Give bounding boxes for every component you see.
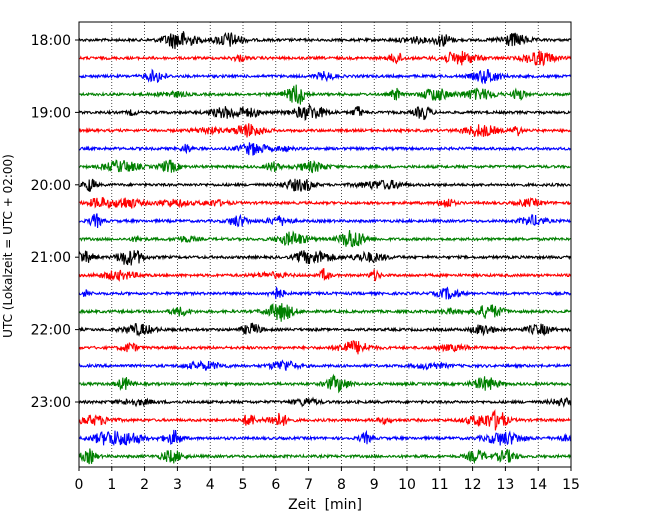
x-axis-title: Zeit [min] (288, 497, 362, 513)
y-tick-label: 22:00 (31, 323, 71, 339)
x-tick-label: 9 (370, 477, 379, 493)
trace-row (78, 159, 571, 174)
x-tick-label: 1 (107, 477, 116, 493)
trace-row (79, 196, 571, 209)
trace-row (78, 84, 571, 105)
trace-row (78, 448, 571, 465)
x-ticks: 0 1 2 3 4 5 6 7 8 9 10 11 12 13 14 15 (75, 467, 580, 493)
trace-row (78, 142, 571, 156)
y-tick-label: 21:00 (31, 250, 71, 266)
trace-row (78, 249, 571, 266)
trace-row (78, 123, 571, 138)
y-tick-label: 18:00 (31, 33, 71, 49)
trace-row (78, 213, 571, 229)
y-ticks: 18:00 19:00 20:00 21:00 22:00 23:00 (31, 33, 79, 411)
grid-lines (111, 22, 539, 467)
x-tick-label: 8 (337, 477, 346, 493)
trace-row (78, 396, 571, 408)
trace-row (78, 50, 571, 67)
trace-row (78, 340, 571, 355)
trace-row (78, 178, 571, 193)
trace-row (78, 230, 571, 248)
y-tick-label: 23:00 (31, 395, 71, 411)
x-tick-label: 3 (173, 477, 182, 493)
x-tick-label: 0 (75, 477, 84, 493)
x-tick-label: 4 (206, 477, 215, 493)
x-tick-label: 15 (562, 477, 580, 493)
x-tick-label: 10 (398, 477, 416, 493)
y-axis-title: UTC (Lokalzeit = UTC + 02:00) (1, 154, 15, 338)
x-tick-label: 6 (271, 477, 280, 493)
trace-row (78, 286, 571, 300)
trace-row (78, 268, 571, 282)
trace-row (78, 373, 571, 394)
y-tick-label: 19:00 (31, 105, 71, 121)
x-tick-label: 7 (304, 477, 313, 493)
trace-row (78, 408, 571, 431)
trace-row (78, 31, 571, 50)
x-tick-label: 12 (464, 477, 482, 493)
trace-row (78, 68, 571, 85)
x-tick-label: 14 (529, 477, 547, 493)
x-tick-label: 11 (431, 477, 449, 493)
trace-row (78, 302, 571, 322)
x-tick-label: 5 (239, 477, 248, 493)
y-tick-label: 20:00 (31, 178, 71, 194)
trace-row (78, 429, 571, 447)
traces (78, 31, 571, 465)
trace-row (78, 103, 571, 121)
x-tick-label: 13 (496, 477, 514, 493)
trace-row (78, 359, 571, 371)
x-tick-label: 2 (140, 477, 149, 493)
trace-row (78, 322, 571, 337)
plot-frame (78, 21, 572, 468)
